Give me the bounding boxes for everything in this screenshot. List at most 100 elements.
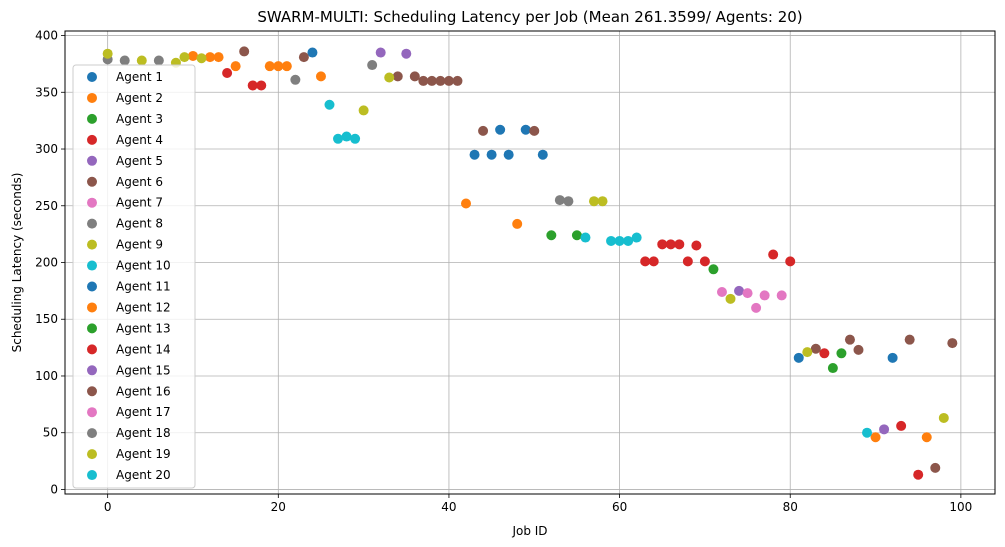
grid-lines	[65, 31, 995, 494]
x-tick-label: 80	[783, 500, 798, 514]
data-point-agent-4	[896, 420, 907, 431]
data-point-agent-2	[281, 61, 292, 72]
legend-marker	[87, 344, 97, 355]
x-axis-label: Job ID	[511, 524, 547, 538]
legend-entry-label: Agent 10	[116, 259, 171, 273]
legend-entry-label: Agent 2	[116, 91, 163, 105]
data-point-agent-7	[776, 290, 787, 301]
data-point-agent-5	[734, 285, 745, 296]
data-point-agent-4	[640, 256, 651, 267]
data-point-agent-6	[478, 125, 489, 136]
data-point-agent-1	[495, 124, 506, 135]
legend-entry-label: Agent 19	[116, 447, 171, 461]
legend-marker	[87, 386, 97, 397]
data-point-agent-6	[947, 338, 958, 349]
data-point-agent-2	[187, 50, 198, 61]
data-point-agent-4	[222, 67, 233, 78]
data-point-agent-10	[341, 131, 352, 142]
data-point-agent-8	[554, 195, 565, 206]
data-point-agent-6	[298, 52, 309, 63]
data-point-agent-10	[631, 232, 642, 243]
legend-entry-label: Agent 12	[116, 300, 171, 314]
data-point-agent-6	[844, 334, 855, 345]
y-tick-label: 100	[35, 369, 58, 383]
x-tick-label: 100	[949, 500, 972, 514]
data-point-agent-7	[759, 290, 770, 301]
legend-entry-label: Agent 3	[116, 112, 163, 126]
data-point-agent-8	[563, 196, 574, 207]
data-point-agent-4	[785, 256, 796, 267]
data-point-agent-2	[273, 61, 284, 72]
legend-marker	[87, 155, 97, 166]
data-point-agent-7	[751, 302, 762, 313]
data-point-agent-9	[597, 196, 608, 207]
legend-marker	[87, 113, 97, 124]
data-point-agent-2	[921, 432, 932, 443]
legend-marker	[87, 428, 97, 439]
data-point-agent-6	[418, 75, 429, 86]
data-point-agent-4	[657, 239, 668, 250]
data-point-agent-6	[452, 75, 463, 86]
legend-entry-label: Agent 16	[116, 384, 171, 398]
legend-entry-label: Agent 7	[116, 196, 163, 210]
data-point-agent-3	[571, 230, 582, 241]
data-points	[102, 46, 958, 480]
legend-marker	[87, 365, 97, 376]
data-point-agent-2	[512, 218, 523, 229]
y-axis-label: Scheduling Latency (seconds)	[10, 173, 24, 353]
legend-marker	[87, 72, 97, 82]
data-point-agent-9	[179, 52, 190, 63]
data-point-agent-1	[503, 149, 514, 160]
y-tick-label: 50	[43, 426, 58, 440]
data-point-agent-8	[290, 74, 301, 85]
data-point-agent-4	[674, 239, 685, 250]
data-point-agent-10	[324, 99, 335, 110]
data-point-agent-3	[546, 230, 557, 241]
data-point-agent-6	[810, 343, 821, 354]
data-point-agent-10	[614, 235, 625, 246]
data-point-agent-5	[879, 424, 890, 435]
data-point-agent-4	[682, 256, 693, 267]
legend-entry-label: Agent 8	[116, 217, 163, 231]
data-point-agent-4	[691, 240, 702, 251]
data-point-agent-9	[384, 72, 395, 83]
data-point-agent-6	[409, 71, 420, 82]
data-point-agent-10	[333, 133, 344, 144]
data-point-agent-6	[392, 71, 403, 82]
legend-marker	[87, 449, 97, 460]
legend-entry-label: Agent 15	[116, 363, 171, 377]
data-point-agent-8	[119, 55, 130, 66]
data-point-agent-1	[307, 47, 318, 58]
data-point-agent-3	[708, 264, 719, 275]
legend-marker	[87, 302, 97, 313]
data-point-agent-1	[520, 124, 531, 135]
data-point-agent-2	[315, 71, 326, 82]
legend-marker	[87, 92, 97, 103]
data-point-agent-2	[264, 61, 275, 72]
legend-marker	[87, 134, 97, 145]
data-point-agent-2	[461, 198, 472, 209]
legend: Agent 1 Agent 2 Agent 3 Agent 4 Agent 5 Agent…	[72, 64, 196, 489]
legend-entry-label: Agent 5	[116, 154, 163, 168]
data-point-agent-1	[537, 149, 548, 160]
data-point-agent-4	[699, 256, 710, 267]
legend-entry-label: Agent 9	[116, 238, 163, 252]
data-point-agent-9	[938, 412, 949, 423]
data-point-agent-4	[648, 256, 659, 267]
data-point-agent-7	[716, 287, 727, 298]
legend-entry-label: Agent 18	[116, 426, 171, 440]
legend-entry-label: Agent 4	[116, 133, 163, 147]
data-point-agent-4	[819, 348, 830, 359]
y-tick-label: 400	[35, 29, 58, 43]
data-point-agent-1	[793, 352, 804, 363]
legend-marker	[87, 176, 97, 187]
data-point-agent-8	[367, 60, 378, 71]
axis-ticks: 0 20 40 60 80 100 0 50 100 150 200 250 300 350 400	[35, 29, 972, 514]
data-point-agent-1	[486, 149, 497, 160]
data-point-agent-1	[469, 149, 480, 160]
data-point-agent-5	[401, 48, 412, 59]
y-tick-label: 250	[35, 199, 58, 213]
legend-entry-label: Agent 20	[116, 468, 171, 482]
